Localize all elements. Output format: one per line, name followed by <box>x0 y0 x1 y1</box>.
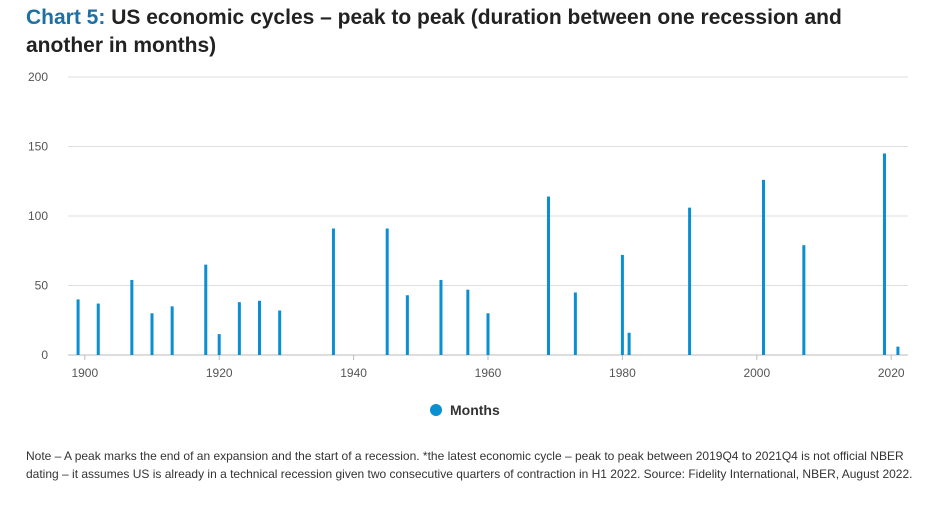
bar[interactable] <box>76 299 80 355</box>
bar[interactable] <box>237 302 241 355</box>
bar[interactable] <box>762 179 766 355</box>
x-tick-label: 2000 <box>743 366 770 380</box>
bar[interactable] <box>150 313 154 355</box>
y-tick-label: 150 <box>28 140 48 154</box>
bar[interactable] <box>439 279 443 355</box>
bar[interactable] <box>486 313 490 355</box>
legend-label: Months <box>450 402 500 418</box>
footnote: Note – A peak marks the end of an expans… <box>26 449 913 481</box>
x-tick-label: 1900 <box>71 366 98 380</box>
bar[interactable] <box>466 289 470 355</box>
x-axis: 1900 1920 1940 1960 1980 2000 2020 <box>71 355 905 380</box>
x-tick-label: 1920 <box>206 366 233 380</box>
y-tick-label: 50 <box>35 279 49 293</box>
bar[interactable] <box>896 346 900 355</box>
bar[interactable] <box>278 310 282 355</box>
bar[interactable] <box>688 207 692 355</box>
bar-series <box>76 153 900 355</box>
legend[interactable]: Months <box>430 402 500 418</box>
bar[interactable] <box>258 300 262 355</box>
bar[interactable] <box>405 295 409 355</box>
bar[interactable] <box>627 332 631 355</box>
bar[interactable] <box>620 254 624 355</box>
x-tick-label: 1980 <box>609 366 636 380</box>
bar[interactable] <box>170 306 174 355</box>
bar[interactable] <box>573 292 577 355</box>
chart-svg: 0 50 100 150 200 1900 1920 1940 1960 1980 2000 202… <box>28 70 908 380</box>
bar[interactable] <box>802 245 806 355</box>
bar[interactable] <box>546 196 550 355</box>
chart-title-prefix: Chart 5: <box>26 6 106 29</box>
y-axis: 0 50 100 150 200 <box>28 70 48 362</box>
bar[interactable] <box>385 228 389 355</box>
chart-title: Chart 5: US economic cycles – peak to pe… <box>26 4 916 60</box>
x-tick-label: 1960 <box>475 366 502 380</box>
legend-marker <box>430 404 442 416</box>
bar[interactable] <box>204 264 208 355</box>
x-tick-label: 2020 <box>878 366 905 380</box>
bar[interactable] <box>217 334 221 355</box>
x-tick-label: 1940 <box>340 366 367 380</box>
y-tick-label: 200 <box>28 70 48 84</box>
chart-title-text: US economic cycles – peak to peak (durat… <box>26 6 842 57</box>
bar[interactable] <box>331 228 335 355</box>
bar[interactable] <box>96 303 100 355</box>
bar[interactable] <box>130 279 134 355</box>
y-tick-label: 0 <box>41 348 48 362</box>
bar[interactable] <box>882 153 886 355</box>
y-tick-label: 100 <box>28 209 48 223</box>
